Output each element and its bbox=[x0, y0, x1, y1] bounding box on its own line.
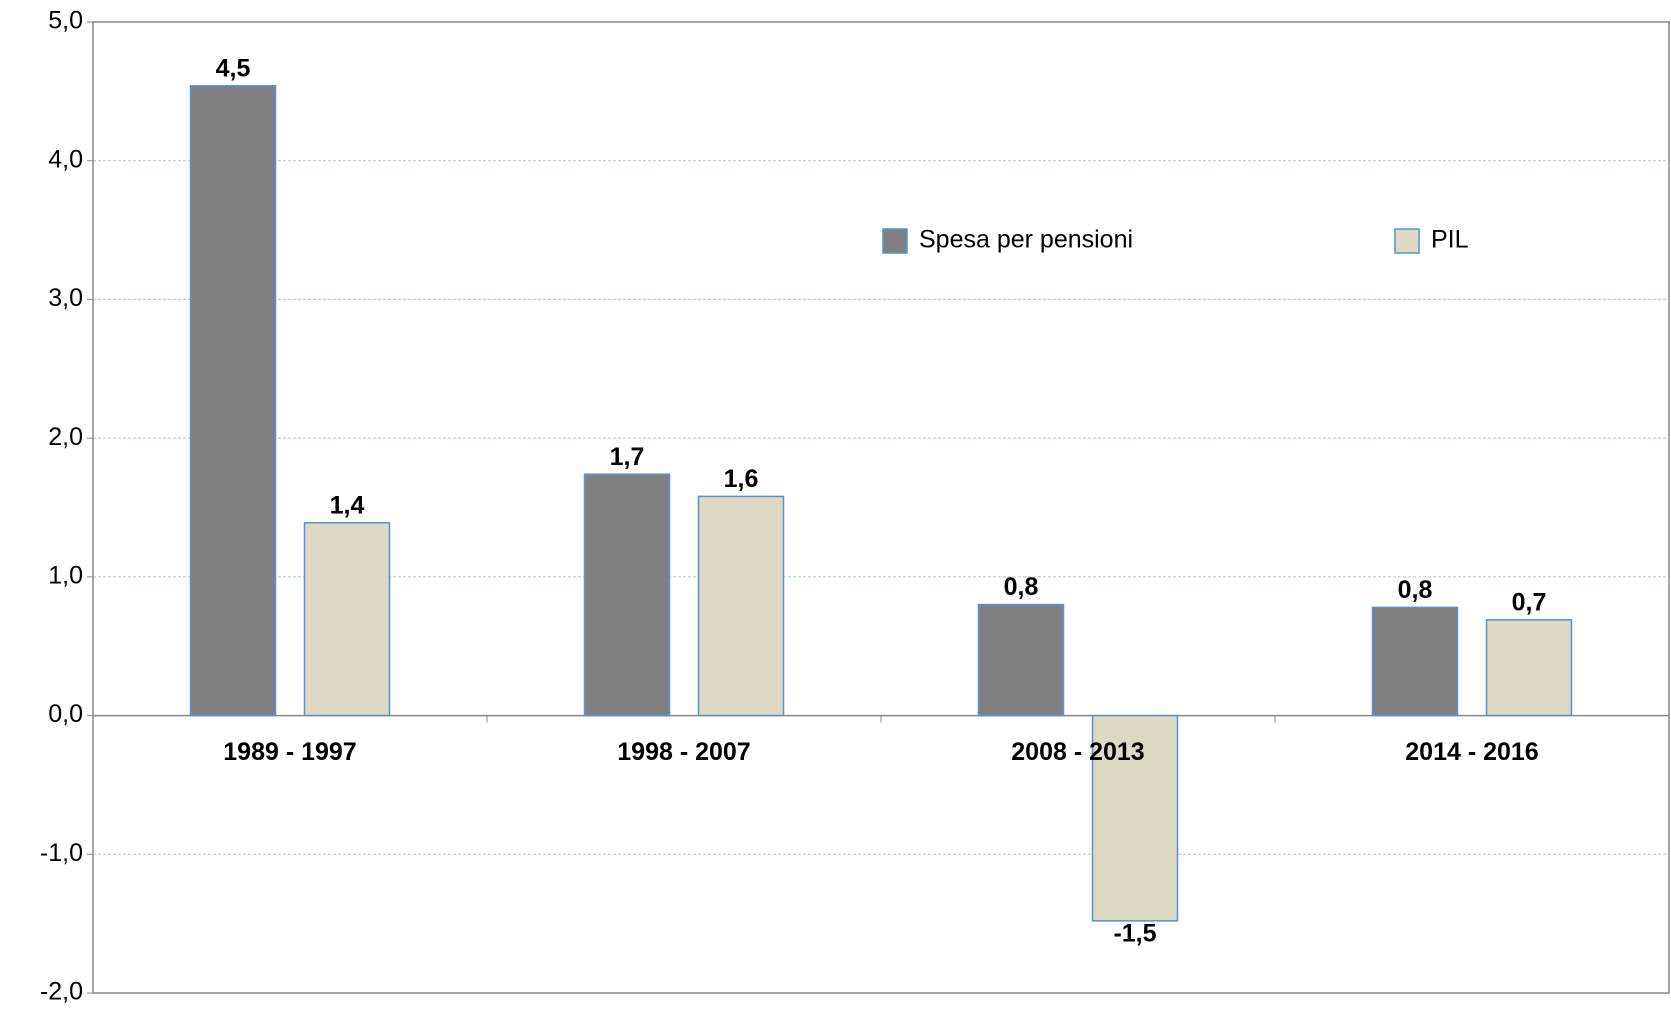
value-label: 1,6 bbox=[724, 465, 759, 493]
legend-swatch bbox=[882, 228, 908, 254]
bar bbox=[1091, 714, 1179, 922]
y-tick-label: 3,0 bbox=[48, 284, 83, 312]
x-tick-label: 2014 - 2016 bbox=[1405, 738, 1538, 766]
y-tick-label: 2,0 bbox=[48, 423, 83, 451]
value-label: 1,7 bbox=[610, 443, 645, 471]
bar bbox=[583, 473, 671, 717]
bar bbox=[1485, 619, 1573, 717]
y-tick-label: 5,0 bbox=[48, 7, 83, 35]
bar bbox=[977, 603, 1065, 717]
legend-label: Spesa per pensioni bbox=[919, 226, 1133, 254]
value-label: 0,8 bbox=[1004, 573, 1039, 601]
x-tick-label: 1998 - 2007 bbox=[617, 738, 750, 766]
y-tick-label: 1,0 bbox=[48, 561, 83, 589]
y-tick-label: 0,0 bbox=[48, 700, 83, 728]
legend-swatch bbox=[1394, 228, 1420, 254]
plot-frame bbox=[92, 21, 1670, 994]
value-label: 0,7 bbox=[1512, 588, 1547, 616]
y-tick-label: -1,0 bbox=[40, 839, 83, 867]
legend-label: PIL bbox=[1431, 226, 1469, 254]
x-tick-label: 2008 - 2013 bbox=[1011, 738, 1144, 766]
value-label: 4,5 bbox=[216, 54, 251, 82]
value-label: -1,5 bbox=[1113, 919, 1156, 947]
bar bbox=[303, 522, 391, 717]
bar bbox=[189, 85, 277, 717]
y-tick-label: 4,0 bbox=[48, 145, 83, 173]
x-tick-label: 1989 - 1997 bbox=[223, 738, 356, 766]
value-label: 1,4 bbox=[330, 491, 365, 519]
bar bbox=[1371, 606, 1459, 717]
value-label: 0,8 bbox=[1398, 576, 1433, 604]
y-tick-label: -2,0 bbox=[40, 978, 83, 1006]
bar bbox=[697, 495, 785, 717]
